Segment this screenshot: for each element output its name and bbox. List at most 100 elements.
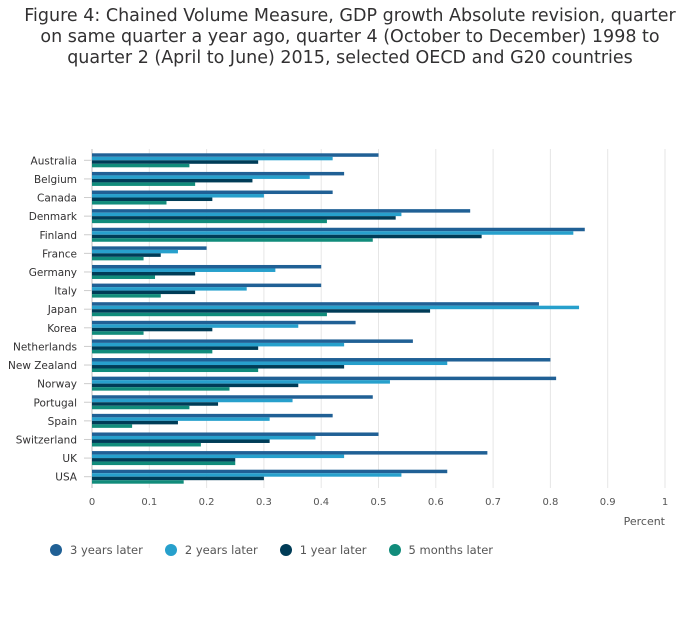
bar[interactable] (92, 309, 431, 313)
bar[interactable] (92, 458, 236, 462)
legend-swatch (388, 544, 401, 556)
bar[interactable] (92, 380, 390, 384)
bar[interactable] (92, 201, 167, 205)
bar[interactable] (92, 398, 293, 403)
legend-item[interactable]: 3 years later (50, 543, 143, 557)
bar[interactable] (92, 480, 184, 484)
bar[interactable] (92, 442, 201, 447)
bar[interactable] (92, 287, 247, 291)
bar[interactable] (92, 365, 345, 369)
chart-title: Figure 4: Chained Volume Measure, GDP gr… (24, 6, 676, 68)
y-tick-label: Norway (37, 379, 77, 391)
y-tick-label: Japan (47, 304, 77, 316)
bar[interactable] (92, 346, 259, 350)
bar[interactable] (92, 275, 156, 279)
bar[interactable] (92, 312, 327, 317)
x-tick-label: 0.9 (600, 497, 616, 508)
bar[interactable] (92, 424, 133, 428)
bar[interactable] (92, 216, 396, 220)
legend-label: 1 year later (299, 543, 367, 557)
bar[interactable] (92, 153, 379, 157)
bar[interactable] (92, 227, 585, 232)
bar[interactable] (92, 160, 259, 164)
bar[interactable] (92, 190, 333, 195)
bar[interactable] (92, 461, 236, 466)
bar[interactable] (92, 469, 448, 474)
y-tick-label: Portugal (34, 397, 78, 409)
x-tick-label: 0.8 (542, 497, 558, 508)
bar[interactable] (92, 171, 345, 176)
y-tick-label: USA (55, 472, 78, 484)
bar[interactable] (92, 238, 373, 242)
bar[interactable] (92, 417, 270, 421)
legend-item[interactable]: 5 months later (388, 543, 494, 557)
legend-item[interactable]: 2 years later (164, 543, 258, 557)
bar[interactable] (92, 435, 316, 440)
bar[interactable] (92, 413, 333, 418)
x-tick-label: 0.6 (428, 497, 444, 508)
x-axis: 0 0.1 0.2 0.3 0.4 0.5 0.6 0.7 0.8 0.9 1 (89, 497, 668, 508)
bar[interactable] (92, 432, 379, 436)
bar[interactable] (92, 305, 580, 310)
bar[interactable] (92, 178, 253, 183)
bar[interactable] (92, 302, 539, 306)
bar[interactable] (92, 283, 322, 288)
bar[interactable] (92, 268, 276, 272)
bar[interactable] (92, 439, 270, 443)
legend-label: 5 months later (408, 543, 494, 557)
bar[interactable] (92, 331, 144, 335)
bar[interactable] (92, 219, 327, 224)
bar[interactable] (92, 368, 259, 373)
bar[interactable] (92, 175, 310, 179)
bar[interactable] (92, 209, 471, 213)
bar[interactable] (92, 476, 264, 481)
bar[interactable] (92, 256, 144, 261)
x-tick-label: 0.4 (313, 497, 329, 508)
bar[interactable] (92, 342, 345, 347)
bar[interactable] (92, 320, 356, 325)
y-tick-label: Italy (54, 286, 77, 298)
bar[interactable] (92, 451, 488, 455)
bar[interactable] (92, 420, 178, 425)
bar[interactable] (92, 163, 190, 168)
bar[interactable] (92, 194, 264, 198)
y-tick-label: Denmark (29, 211, 78, 223)
legend-item[interactable]: 1 year later (279, 543, 367, 557)
bar[interactable] (92, 290, 196, 295)
bar[interactable] (92, 234, 482, 239)
bar[interactable] (92, 327, 213, 332)
y-axis: Australia Belgium Canada Denmark Finland Fran… (8, 155, 92, 484)
bar[interactable] (92, 212, 402, 217)
y-tick-label: Canada (37, 193, 77, 205)
bar[interactable] (92, 358, 551, 362)
y-tick-label: Switzerland (16, 434, 77, 446)
bar[interactable] (92, 324, 299, 328)
bar[interactable] (92, 383, 299, 388)
bar[interactable] (92, 473, 402, 477)
y-tick-label: Finland (39, 230, 77, 242)
bar[interactable] (92, 361, 448, 366)
bar[interactable] (92, 271, 196, 276)
legend-swatch (50, 544, 62, 556)
bar[interactable] (92, 249, 178, 254)
bar[interactable] (92, 387, 230, 391)
bar[interactable] (92, 182, 196, 186)
bar[interactable] (92, 264, 322, 269)
bar[interactable] (92, 402, 219, 406)
bar[interactable] (92, 156, 333, 161)
bar[interactable] (92, 376, 557, 381)
gridlines (91, 149, 666, 488)
bar[interactable] (92, 454, 345, 459)
bar[interactable] (92, 395, 373, 399)
bar[interactable] (92, 197, 213, 202)
bar[interactable] (92, 339, 413, 343)
y-tick-label: Australia (31, 155, 77, 167)
bar[interactable] (92, 253, 161, 257)
bar[interactable] (92, 405, 190, 410)
bar[interactable] (92, 294, 161, 298)
bar[interactable] (92, 246, 207, 250)
x-tick-label: 0.2 (199, 497, 215, 508)
bar[interactable] (92, 349, 213, 354)
bar[interactable] (92, 231, 574, 235)
